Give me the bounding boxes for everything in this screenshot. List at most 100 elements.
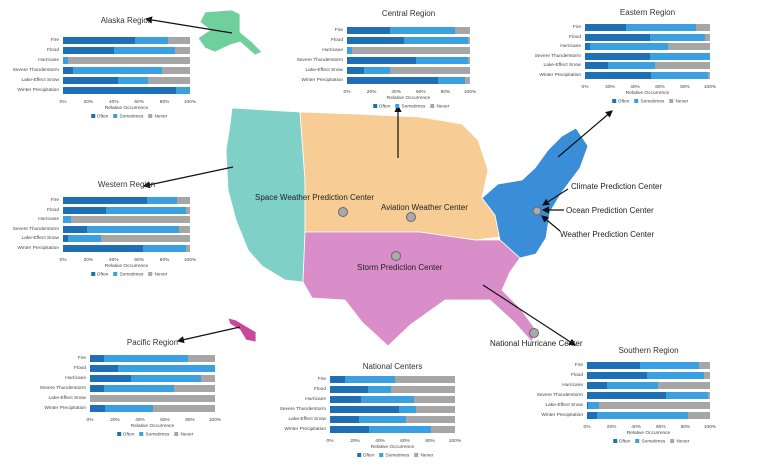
tick-label: 20% [606,425,617,430]
bar-segment-never [707,392,710,399]
bar-segment-never [168,37,190,44]
bar-segment-sometimes [650,33,705,41]
bar-segment-sometimes [117,365,215,372]
tick-label: 20% [350,439,360,444]
bar-segment-sometimes [117,77,149,84]
bar-segment-never [431,426,455,433]
bar-segment-sometimes [361,396,414,403]
legend-swatch [379,453,384,457]
chart-title: Eastern Region [619,8,676,17]
category-label: Hurricane [38,58,59,63]
tick-label: 100% [448,439,462,444]
bar-segment-often [63,67,74,74]
bar-segment-never [68,57,190,64]
stacked-bar [585,52,710,60]
bar-segment-often [63,77,118,84]
bar-segment-sometimes [403,37,468,44]
tick-label: 20% [605,84,615,90]
tick-label: 80% [159,100,170,105]
legend-swatch [174,432,179,436]
legend-label: Often [378,104,391,110]
legend-swatch [414,453,419,457]
category-label: Hurricane [562,383,583,388]
bar-segment-often [330,416,359,423]
center-label: Weather Prediction Center [560,230,655,239]
tick-label: 60% [400,439,410,444]
bar-segment-never [467,37,470,44]
bar-segment-often [90,385,104,392]
category-label: Severe Thunderstorm [39,386,86,391]
western-arrow [142,166,234,189]
chart-title: Southern Region [618,346,679,355]
tick-label: 20% [110,418,120,423]
bar-segment-often [63,206,107,214]
category-label: Fire [77,356,86,361]
stacked-bar [585,62,710,70]
bar-segment-often [587,372,648,379]
legend-label: Often [618,439,631,445]
legend-swatch [356,453,361,457]
bar-segment-never [187,355,215,362]
tick-label: 60% [655,425,666,430]
tick-label: 40% [630,84,640,90]
tick-label: 0% [59,257,67,263]
legend-label: Sometimes [385,453,410,459]
category-label: Fire [50,38,59,43]
bar-segment-often [347,57,416,64]
stacked-bar [347,67,470,74]
stacked-bar [63,57,190,64]
wpc-arrow [541,215,561,232]
center-label: Aviation Weather Center [381,203,468,212]
spc-marker [391,251,401,261]
tick-label: 100% [463,90,477,95]
bar-segment-sometimes [398,406,417,413]
bar-segment-sometimes [106,206,187,214]
tick-label: 0% [59,100,67,105]
chart-legend: Often Sometimes Never [607,98,688,104]
chart-title: Pacific Region [126,338,179,347]
category-label: Winter Precipitation [284,427,326,432]
bar-segment-often [63,87,177,94]
stacked-bar [90,405,215,412]
bar-segment-often [587,382,607,389]
bar-segment-sometimes [176,87,190,94]
axis-label: Relative Occurrence [130,424,175,429]
category-label: Fire [574,363,583,368]
bar-segment-never [465,77,470,84]
stacked-bar [63,37,190,44]
bar-segment-often [330,406,399,413]
tick-label: 60% [415,90,426,95]
category-label: Lake-Effect Snow [21,236,59,242]
legend-swatch [90,114,95,118]
legend-swatch [113,271,118,276]
tick-label: 100% [183,100,197,105]
bar-segment-never [655,62,710,70]
category-label: Fire [572,25,581,30]
stacked-bar [63,197,190,204]
stacked-bar [63,47,190,54]
stacked-bar [347,47,470,54]
tick-label: 20% [366,90,377,95]
bar-segment-never [173,385,215,392]
stacked-bar [585,24,710,31]
eastern-region-shape [481,127,589,259]
category-label: Severe Thunderstorm [296,58,343,63]
legend-label: Sometimes [119,271,144,277]
legend-label: Sometimes [145,432,170,438]
stacked-bar [63,216,190,224]
category-label: Flood [569,34,581,40]
bar-segment-often [587,402,589,409]
stacked-bar [347,27,470,34]
bar-segment-sometimes [103,355,188,362]
legend-swatch [634,98,639,103]
category-label: Fire [317,377,326,382]
tick-label: 60% [134,257,144,263]
bar-segment-often [587,362,640,369]
bar-segment-often [330,386,368,393]
bar-segment-often [347,27,391,34]
category-label: Winter Precipitation [541,413,583,418]
chart-legend: Often Sometimes Never [352,453,433,459]
tick-label: 0% [583,425,591,430]
tick-label: 40% [375,439,385,444]
